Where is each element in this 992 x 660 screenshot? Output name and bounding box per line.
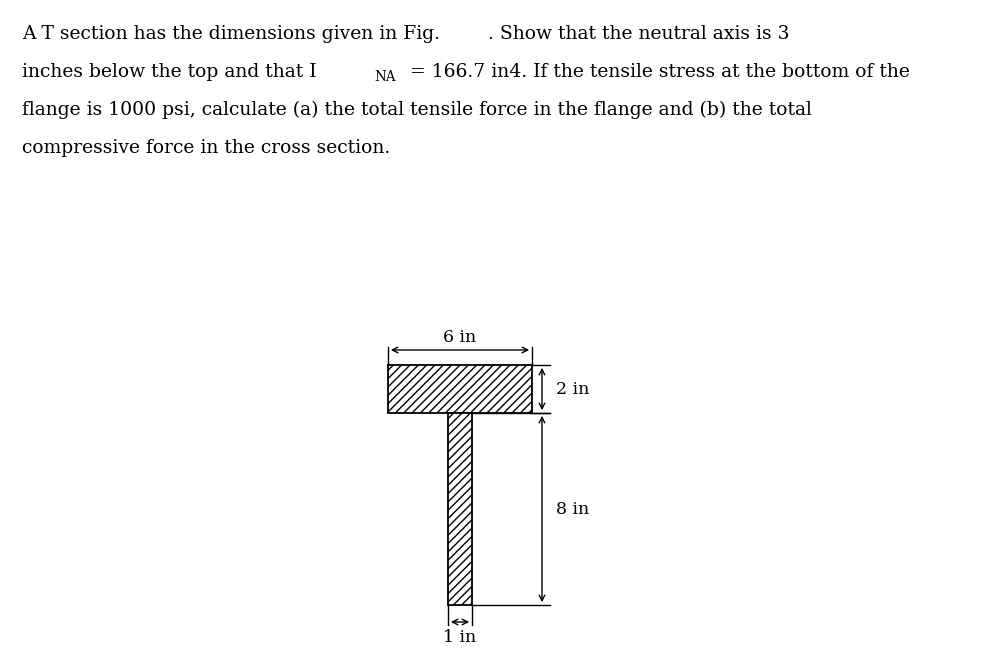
Text: NA: NA [374,69,396,84]
Text: inches below the top and that I: inches below the top and that I [22,63,316,81]
Text: compressive force in the cross section.: compressive force in the cross section. [22,139,390,157]
Text: 2 in: 2 in [556,381,589,397]
Text: A T section has the dimensions given in Fig.        . Show that the neutral axis: A T section has the dimensions given in … [22,25,790,43]
Text: 6 in: 6 in [443,329,476,346]
Bar [448,413,472,605]
Text: 8 in: 8 in [556,500,589,517]
Text: = 166.7 in4. If the tensile stress at the bottom of the: = 166.7 in4. If the tensile stress at th… [404,63,910,81]
Text: flange is 1000 psi, calculate (a) the total tensile force in the flange and (b) : flange is 1000 psi, calculate (a) the to… [22,101,811,119]
Text: 1 in: 1 in [443,629,476,646]
Bar [388,365,532,413]
